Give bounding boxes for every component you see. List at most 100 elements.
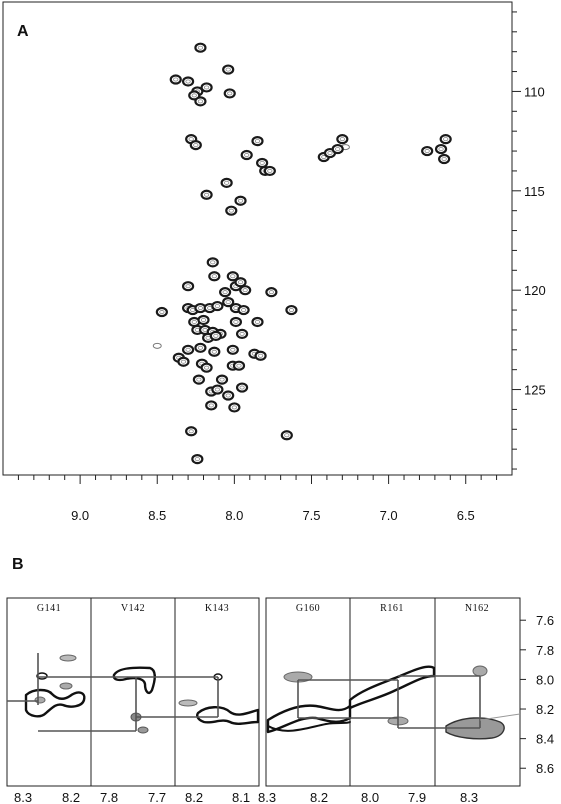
peak-inner-contour [239, 331, 245, 336]
peak-contour [263, 165, 276, 177]
panel-a-label: A [17, 23, 29, 40]
peak-inner-contour [327, 151, 333, 156]
strip-x-tick-label: 7.7 [148, 790, 166, 804]
peak-contour [181, 281, 195, 292]
peak-contour [209, 330, 222, 341]
peak-inner-contour [214, 387, 220, 392]
peak-contour [222, 390, 235, 401]
strip-label-r161: R161 [380, 603, 404, 614]
peak-contour [280, 430, 293, 441]
panel-b-left-frame [6, 597, 260, 787]
panel-a-y-axis: 110 115 120 125 [512, 11, 546, 470]
peak-inner-contour [237, 280, 244, 285]
panel-a-peaks [155, 42, 452, 465]
peak-contour [234, 277, 247, 288]
peak-inner-contour [335, 147, 341, 152]
strip-x-tick-label: 7.8 [100, 790, 118, 804]
strip-x-tick-label: 8.3 [14, 790, 32, 804]
peak-contour [181, 76, 195, 87]
peak-inner-contour [211, 274, 217, 279]
peak-contour [194, 42, 207, 53]
x-tick-label: 8.0 [225, 508, 243, 523]
peak-inner-contour [225, 67, 231, 72]
peak-inner-contour [197, 306, 204, 311]
peak-contour [232, 360, 246, 371]
peak-inner-contour [284, 433, 290, 438]
x-tick-label: 8.5 [148, 508, 166, 523]
peak-contour [181, 344, 195, 355]
peak-inner-contour [219, 377, 225, 382]
peak-contour [251, 316, 264, 328]
panel-b-strip-plots: B G141 V142 K143 G160 R161 N162 8.3 8.2 … [6, 556, 554, 804]
peak-inner-contour [204, 192, 210, 197]
peak-contour [219, 287, 232, 298]
peak-inner-contour [239, 385, 245, 390]
peak-inner-contour [227, 91, 233, 96]
peak-inner-contour [173, 77, 179, 82]
strip-x-tick-label: 8.0 [361, 790, 379, 804]
strip-label-k143: K143 [205, 603, 229, 614]
peak-contour [240, 149, 253, 161]
strip-x-tick-label: 8.3 [258, 790, 276, 804]
peak-inner-contour [188, 137, 194, 142]
peak-inner-contour [244, 153, 250, 158]
peak-contour [192, 374, 205, 385]
peak-inner-contour [159, 310, 165, 315]
peak-contour [169, 74, 182, 85]
peak-inner-contour [191, 93, 197, 98]
peak-inner-contour [208, 403, 214, 408]
peak-contour [200, 82, 213, 93]
peak-inner-contour [242, 288, 248, 293]
peak-contour [439, 134, 452, 145]
peak-inner-contour [210, 260, 216, 265]
peak-inner-contour [185, 79, 191, 84]
strip-x-tick-label: 7.9 [408, 790, 426, 804]
peak-inner-contour [228, 208, 234, 213]
panel-b-right-frame [265, 597, 521, 787]
peak-inner-contour [200, 317, 207, 322]
peak-contour [222, 296, 235, 308]
peak-contour [234, 195, 247, 206]
peak-contour [208, 346, 221, 357]
peak-contour [205, 400, 218, 411]
y-tick-label: 120 [524, 283, 546, 298]
peak-inner-contour [233, 319, 239, 324]
peak-contour [197, 314, 210, 326]
sequential-walk-lines [7, 653, 521, 732]
b-y-tick-label: 8.0 [536, 672, 554, 687]
panel-a-hsqc-spectrum: A 9.0 8.5 8.0 7.5 7.0 6.5 110 115 120 125 [2, 1, 546, 523]
peak-inner-contour [197, 345, 204, 350]
peak-inner-contour [236, 363, 242, 368]
peak-inner-contour [443, 137, 449, 142]
peak-contour [434, 143, 448, 155]
panel-a-frame [2, 1, 513, 476]
peak-contour [220, 177, 233, 188]
peak-inner-contour [204, 85, 210, 90]
peak-inner-contour [438, 147, 444, 152]
peak-inner-contour [231, 405, 237, 410]
peak-contour [235, 382, 249, 393]
peak-inner-contour [191, 319, 197, 324]
peak-contour [228, 402, 241, 413]
x-tick-label: 7.0 [380, 508, 398, 523]
peak-contour [177, 356, 190, 367]
peak-inner-contour [194, 457, 200, 462]
x-tick-label: 6.5 [457, 508, 475, 523]
b-y-tick-label: 7.6 [536, 613, 554, 628]
peak-inner-contour [257, 353, 264, 358]
x-tick-label: 9.0 [71, 508, 89, 523]
peak-inner-contour [193, 143, 199, 148]
peak-inner-contour [259, 160, 265, 165]
b-y-tick-label: 7.8 [536, 643, 554, 658]
peak-contour [211, 300, 224, 312]
peak-inner-contour [424, 149, 430, 154]
peak-contour [256, 157, 269, 169]
b-y-tick-label: 8.6 [536, 761, 554, 776]
peak-contour [226, 271, 239, 282]
peak-contour [200, 362, 213, 373]
peak-contour [194, 342, 207, 353]
peak-inner-contour [197, 99, 204, 104]
strip-x-tick-label: 8.2 [62, 790, 80, 804]
peak-contour [211, 384, 224, 395]
peak-contour [206, 257, 219, 268]
